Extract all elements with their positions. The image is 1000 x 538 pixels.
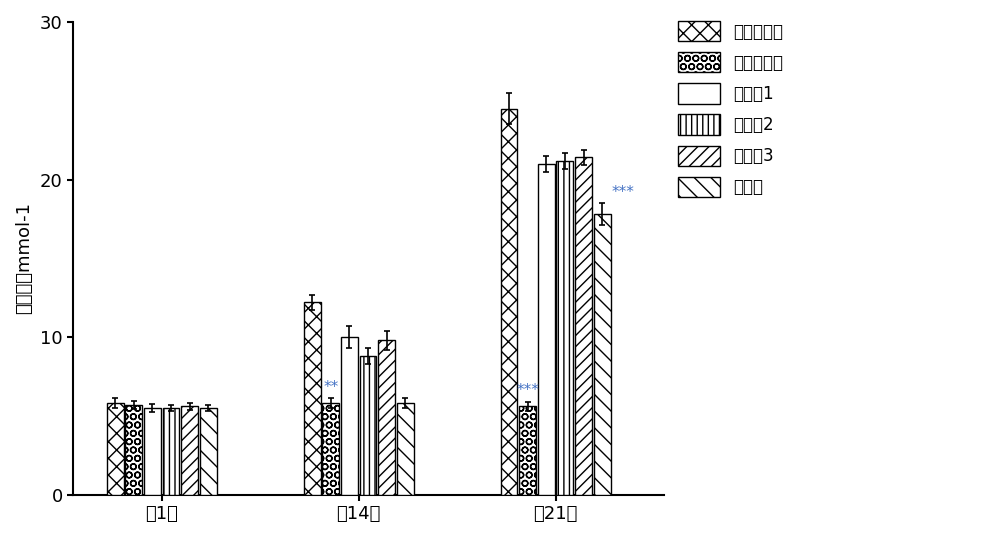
Bar xyxy=(163,408,179,494)
Legend: 模型对照组, 空白对照组, 给药组1, 给药组2, 给药组3, 阳性药: 模型对照组, 空白对照组, 给药组1, 给药组2, 给药组3, 阳性药 xyxy=(678,21,783,197)
Text: ***: *** xyxy=(516,384,539,399)
Bar xyxy=(556,161,573,494)
Bar xyxy=(107,403,124,494)
Bar xyxy=(360,356,376,494)
Bar xyxy=(181,406,198,494)
Bar xyxy=(378,340,395,494)
Bar xyxy=(304,302,321,494)
Bar xyxy=(200,408,217,494)
Y-axis label: 小鼠血糖mmol-1: 小鼠血糖mmol-1 xyxy=(15,202,33,314)
Text: **: ** xyxy=(323,380,338,395)
Bar xyxy=(575,158,592,494)
Text: ***: *** xyxy=(612,185,635,200)
Bar xyxy=(341,337,358,494)
Bar xyxy=(322,403,339,494)
Bar xyxy=(501,109,517,494)
Bar xyxy=(538,164,555,494)
Bar xyxy=(144,408,161,494)
Bar xyxy=(125,405,142,494)
Bar xyxy=(519,406,536,494)
Bar xyxy=(397,403,414,494)
Bar xyxy=(594,214,611,494)
